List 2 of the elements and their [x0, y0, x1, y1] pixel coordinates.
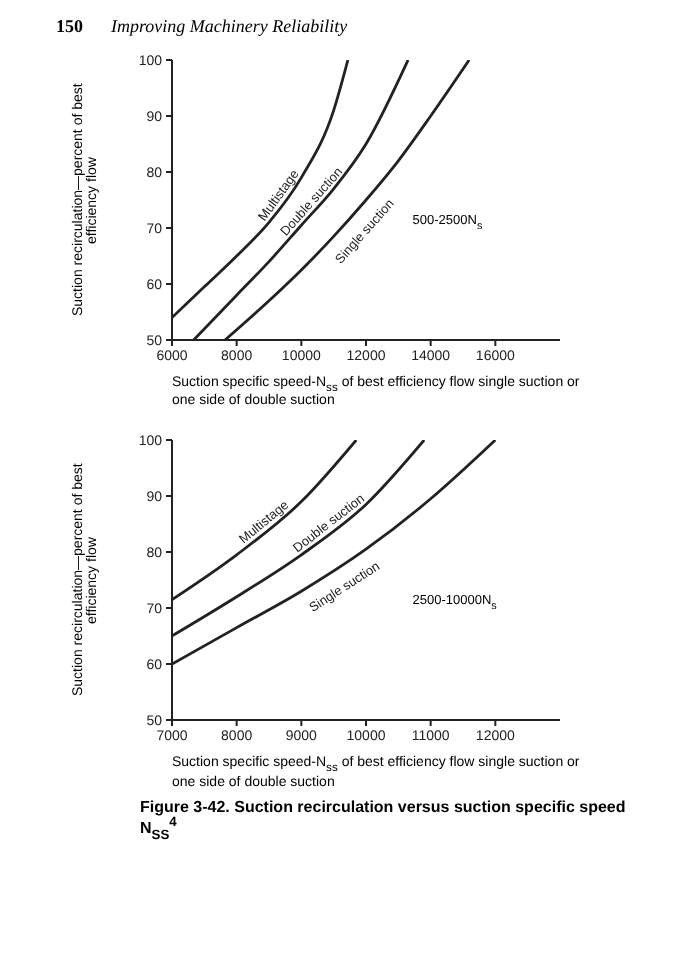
text: 150: [56, 16, 83, 36]
text: Improving Machinery Reliability: [111, 16, 348, 36]
